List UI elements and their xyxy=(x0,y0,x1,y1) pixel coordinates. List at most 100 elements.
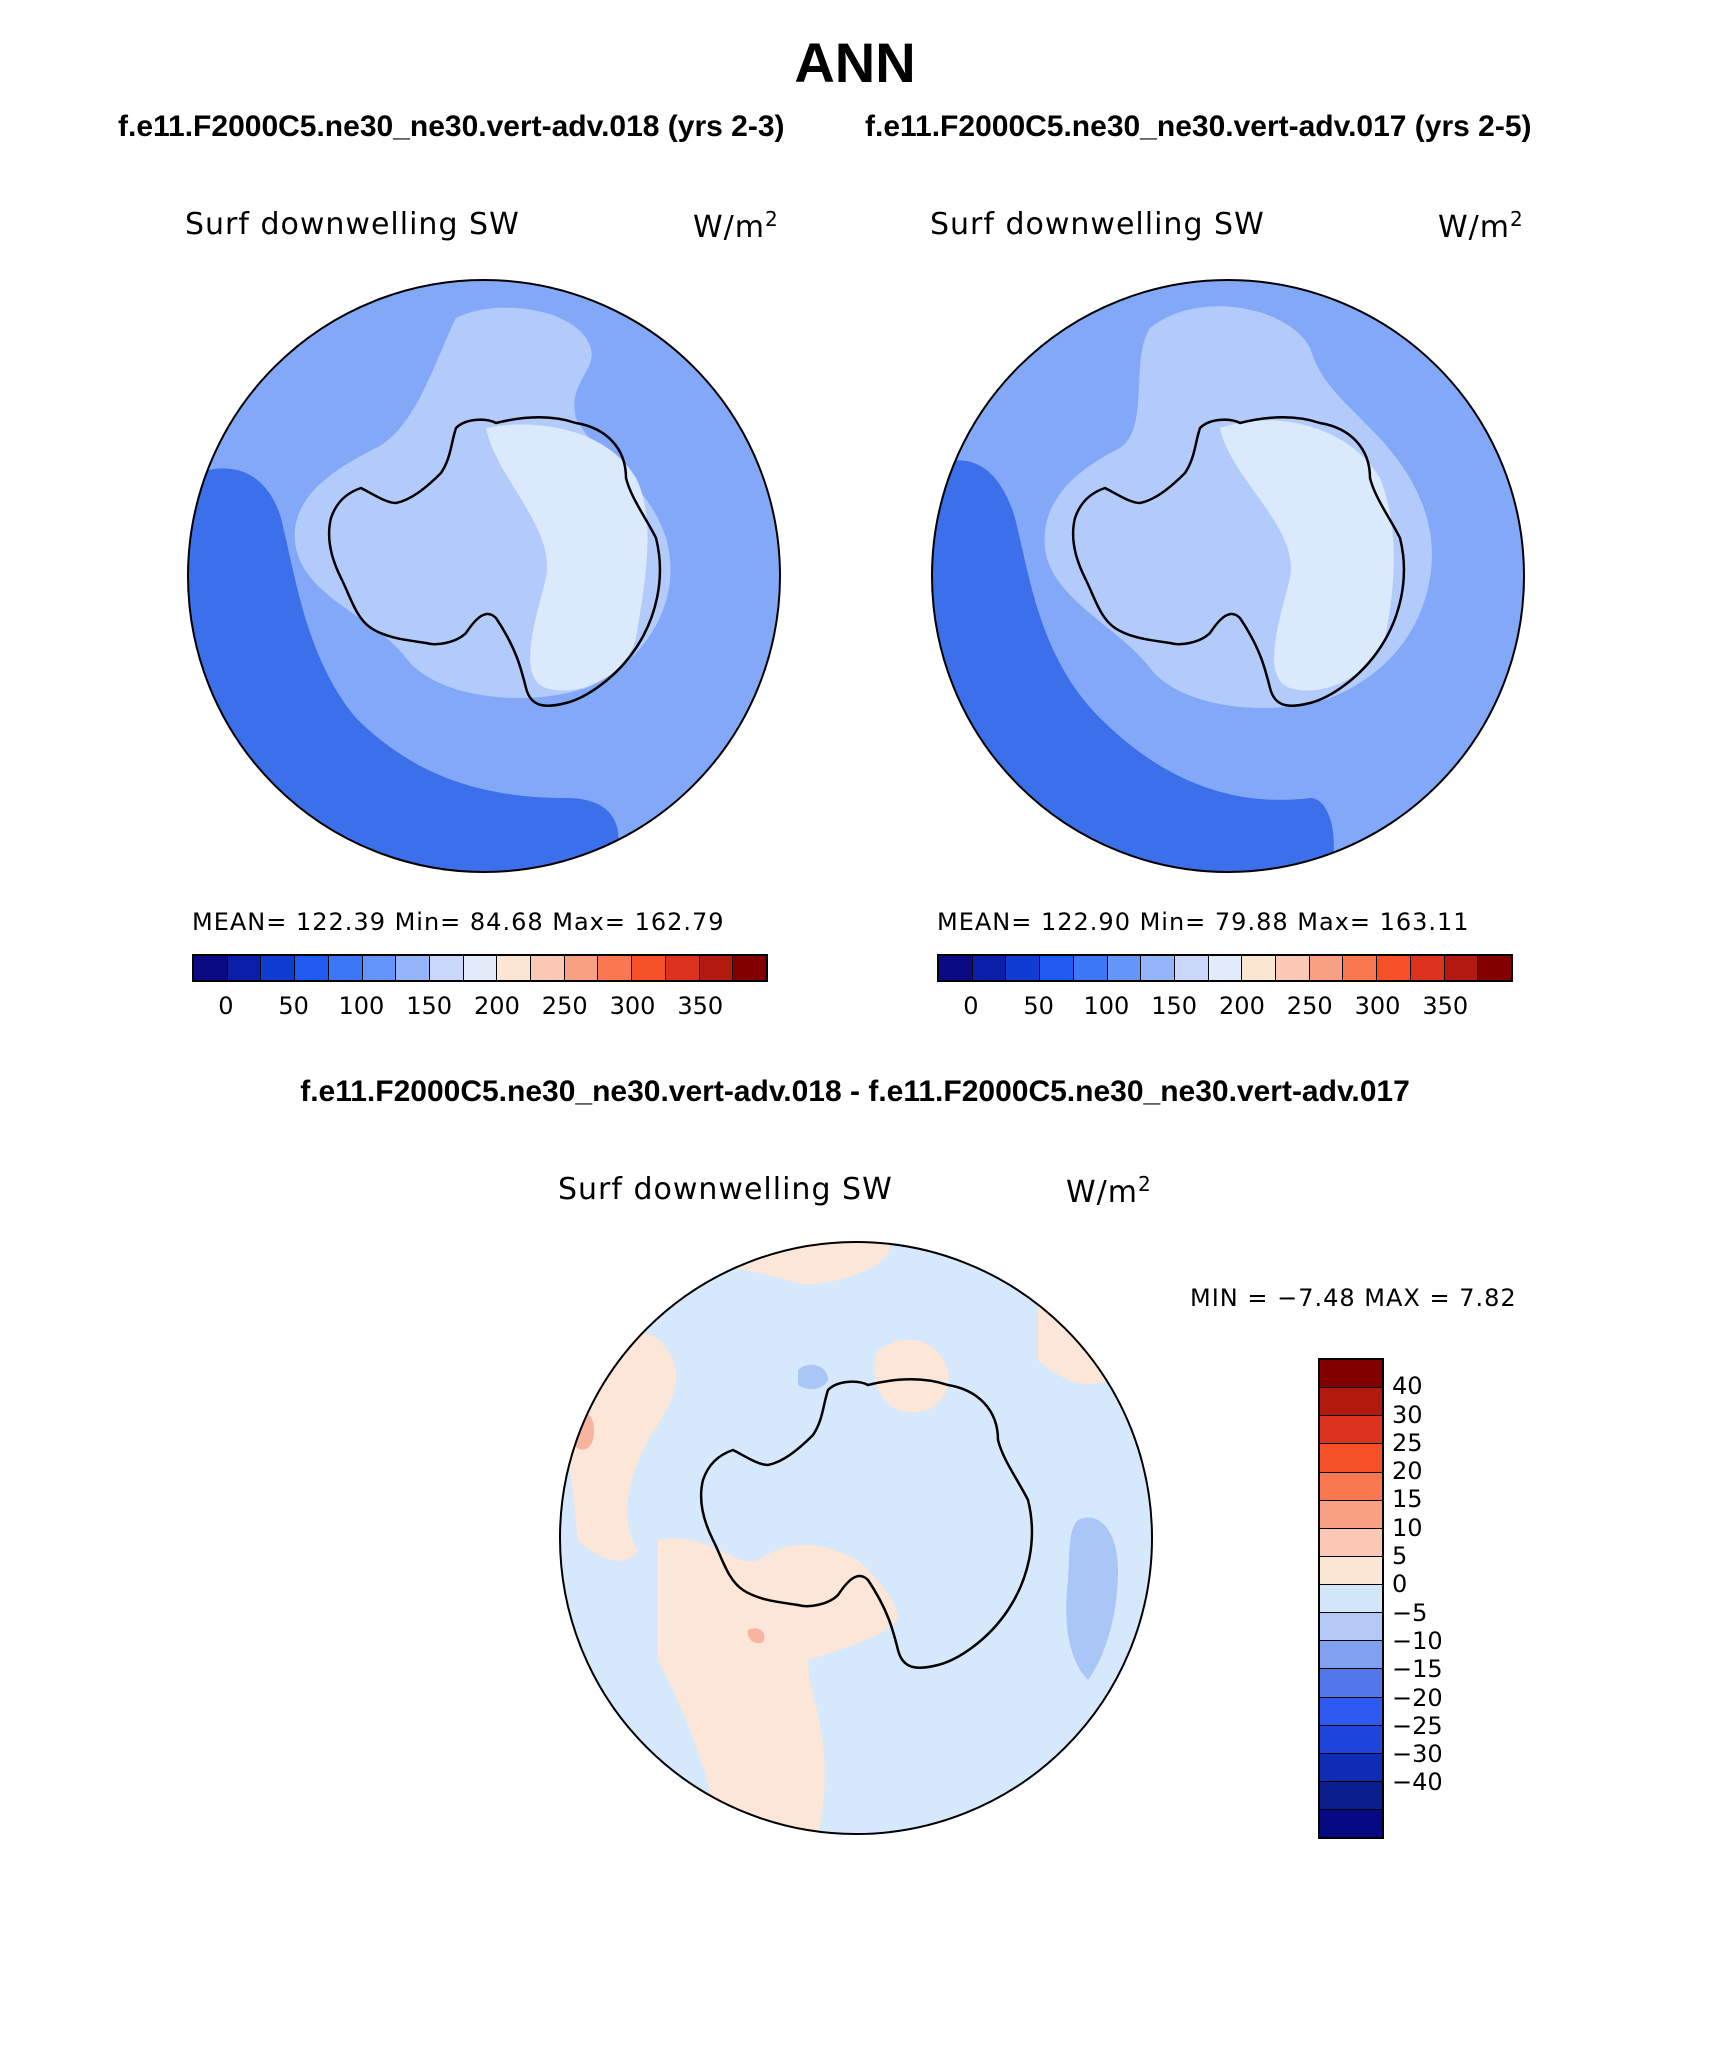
units-base: W/m xyxy=(693,210,765,245)
colorbar-tick-label: −20 xyxy=(1392,1683,1443,1712)
field-deep xyxy=(932,460,1334,872)
colorbar-right xyxy=(937,954,1513,982)
left-case-title: f.e11.F2000C5.ne30_ne30.vert-adv.018 (yr… xyxy=(118,110,785,143)
field-deep xyxy=(188,468,619,872)
colorbar-swatch xyxy=(1410,956,1445,980)
field-medblue xyxy=(1066,1517,1118,1680)
colorbar-tick-label: 15 xyxy=(1392,1485,1423,1514)
colorbar-swatch xyxy=(1320,1472,1382,1501)
colorbar-ticks-diff: 40 30 25 20 15 10 5 0 −5 −10 −15 −20 −25 −30 −40 xyxy=(1392,1358,1492,1839)
units-label-diff: W/m2 xyxy=(1066,1172,1152,1210)
field-red xyxy=(570,1411,594,1450)
variable-label-left: Surf downwelling SW xyxy=(185,207,520,242)
colorbar-swatch xyxy=(1320,1444,1382,1473)
colorbar-tick-label: 20 xyxy=(1392,1457,1423,1486)
variable-label-right: Surf downwelling SW xyxy=(930,207,1265,242)
colorbar-tick-label: 25 xyxy=(1392,1428,1423,1457)
colorbar-tick-label: −15 xyxy=(1392,1655,1443,1684)
colorbar-tick-label: 10 xyxy=(1392,1513,1423,1542)
map-border xyxy=(187,279,781,873)
units-base: W/m xyxy=(1438,210,1510,245)
colorbar-swatch xyxy=(665,956,700,980)
colorbar-tick-label: 100 xyxy=(338,992,385,1020)
colorbar-swatch xyxy=(1320,1556,1382,1585)
colorbar-tick-label: 100 xyxy=(1083,992,1130,1020)
map-border xyxy=(931,279,1525,873)
colorbar-tick-label: 50 xyxy=(1023,992,1054,1020)
colorbar-swatch xyxy=(1320,1810,1382,1838)
colorbar-left xyxy=(192,954,768,982)
variable-label-diff: Surf downwelling SW xyxy=(558,1172,893,1207)
colorbar-swatch xyxy=(1478,956,1511,980)
colorbar-tick-label: 200 xyxy=(474,992,520,1020)
colorbar-swatch xyxy=(1343,956,1378,980)
stats-left: MEAN= 122.39 Min= 84.68 Max= 162.79 xyxy=(192,908,725,936)
colorbar-swatch xyxy=(1320,1500,1382,1529)
colorbar-tick-label: 0 xyxy=(1392,1570,1408,1599)
colorbar-swatch xyxy=(733,956,766,980)
colorbar-swatch xyxy=(1174,956,1209,980)
field-pink-bottom xyxy=(658,1538,898,1834)
colorbar-swatch xyxy=(1320,1725,1382,1754)
colorbar-tick-label: 350 xyxy=(677,992,724,1020)
page-title: ANN xyxy=(794,31,916,94)
stats-right: MEAN= 122.90 Min= 79.88 Max= 163.11 xyxy=(937,908,1470,936)
colorbar-swatch xyxy=(1320,1697,1382,1726)
colorbar-swatch xyxy=(1444,956,1479,980)
colorbar-swatch xyxy=(699,956,734,980)
colorbar-tick-label: 40 xyxy=(1392,1372,1423,1401)
field-pink-right xyxy=(874,1339,949,1413)
colorbar-swatch xyxy=(497,956,532,980)
colorbar-swatch xyxy=(328,956,363,980)
colorbar-swatch xyxy=(1242,956,1277,980)
field-red-small xyxy=(747,1628,765,1644)
colorbar-swatch xyxy=(1320,1585,1382,1614)
colorbar-swatch xyxy=(295,956,329,980)
colorbar-swatch xyxy=(1208,956,1243,980)
colorbar-tick-label: −5 xyxy=(1392,1598,1428,1627)
colorbar-swatch xyxy=(1073,956,1108,980)
colorbar-tick-label: 50 xyxy=(278,992,309,1020)
colorbar-tick-label: 300 xyxy=(1354,992,1401,1020)
stats-diff: MIN = −7.48 MAX = 7.82 xyxy=(1190,1284,1517,1312)
colorbar-swatch xyxy=(1320,1388,1382,1417)
colorbar-swatch xyxy=(598,956,633,980)
colorbar-tick-label: 5 xyxy=(1392,1542,1408,1571)
coastline xyxy=(327,415,662,707)
colorbar-swatch xyxy=(1040,956,1074,980)
colorbar-swatch xyxy=(1320,1528,1382,1557)
colorbar-swatch xyxy=(396,956,430,980)
colorbar-swatch xyxy=(463,956,498,980)
colorbar-tick-label: 250 xyxy=(1286,992,1333,1020)
colorbar-swatch xyxy=(227,956,262,980)
field-lightest xyxy=(1220,420,1394,691)
colorbar-swatch xyxy=(1320,1669,1382,1698)
colorbar-tick-label: −10 xyxy=(1392,1626,1443,1655)
colorbar-swatch xyxy=(972,956,1007,980)
colorbar-tick-label: 150 xyxy=(1151,992,1198,1020)
colorbar-diff xyxy=(1318,1358,1384,1839)
colorbar-swatch xyxy=(1276,956,1310,980)
colorbar-swatch xyxy=(1320,1641,1382,1670)
units-label-left: W/m2 xyxy=(693,207,779,245)
coastline xyxy=(699,1377,1034,1669)
colorbar-tick-label: 200 xyxy=(1219,992,1265,1020)
colorbar-tick-label: 350 xyxy=(1422,992,1469,1020)
units-exponent: 2 xyxy=(765,207,779,231)
colorbar-swatch xyxy=(1320,1613,1382,1642)
units-exponent: 2 xyxy=(1138,1172,1152,1196)
colorbar-tick-label: −25 xyxy=(1392,1711,1443,1740)
field-medblue-small xyxy=(798,1364,828,1390)
colorbar-swatch xyxy=(632,956,666,980)
colorbar-swatch xyxy=(261,956,296,980)
colorbar-swatch xyxy=(194,956,228,980)
difference-title: f.e11.F2000C5.ne30_ne30.vert-adv.018 - f… xyxy=(300,1075,1410,1108)
colorbar-swatch xyxy=(1320,1360,1382,1389)
colorbar-swatch xyxy=(564,956,599,980)
colorbar-tick-label: 250 xyxy=(541,992,588,1020)
colorbar-swatch xyxy=(1141,956,1175,980)
colorbar-swatch xyxy=(1377,956,1411,980)
colorbar-swatch xyxy=(531,956,565,980)
colorbar-swatch xyxy=(1320,1781,1382,1810)
colorbar-tick-label: 300 xyxy=(609,992,656,1020)
